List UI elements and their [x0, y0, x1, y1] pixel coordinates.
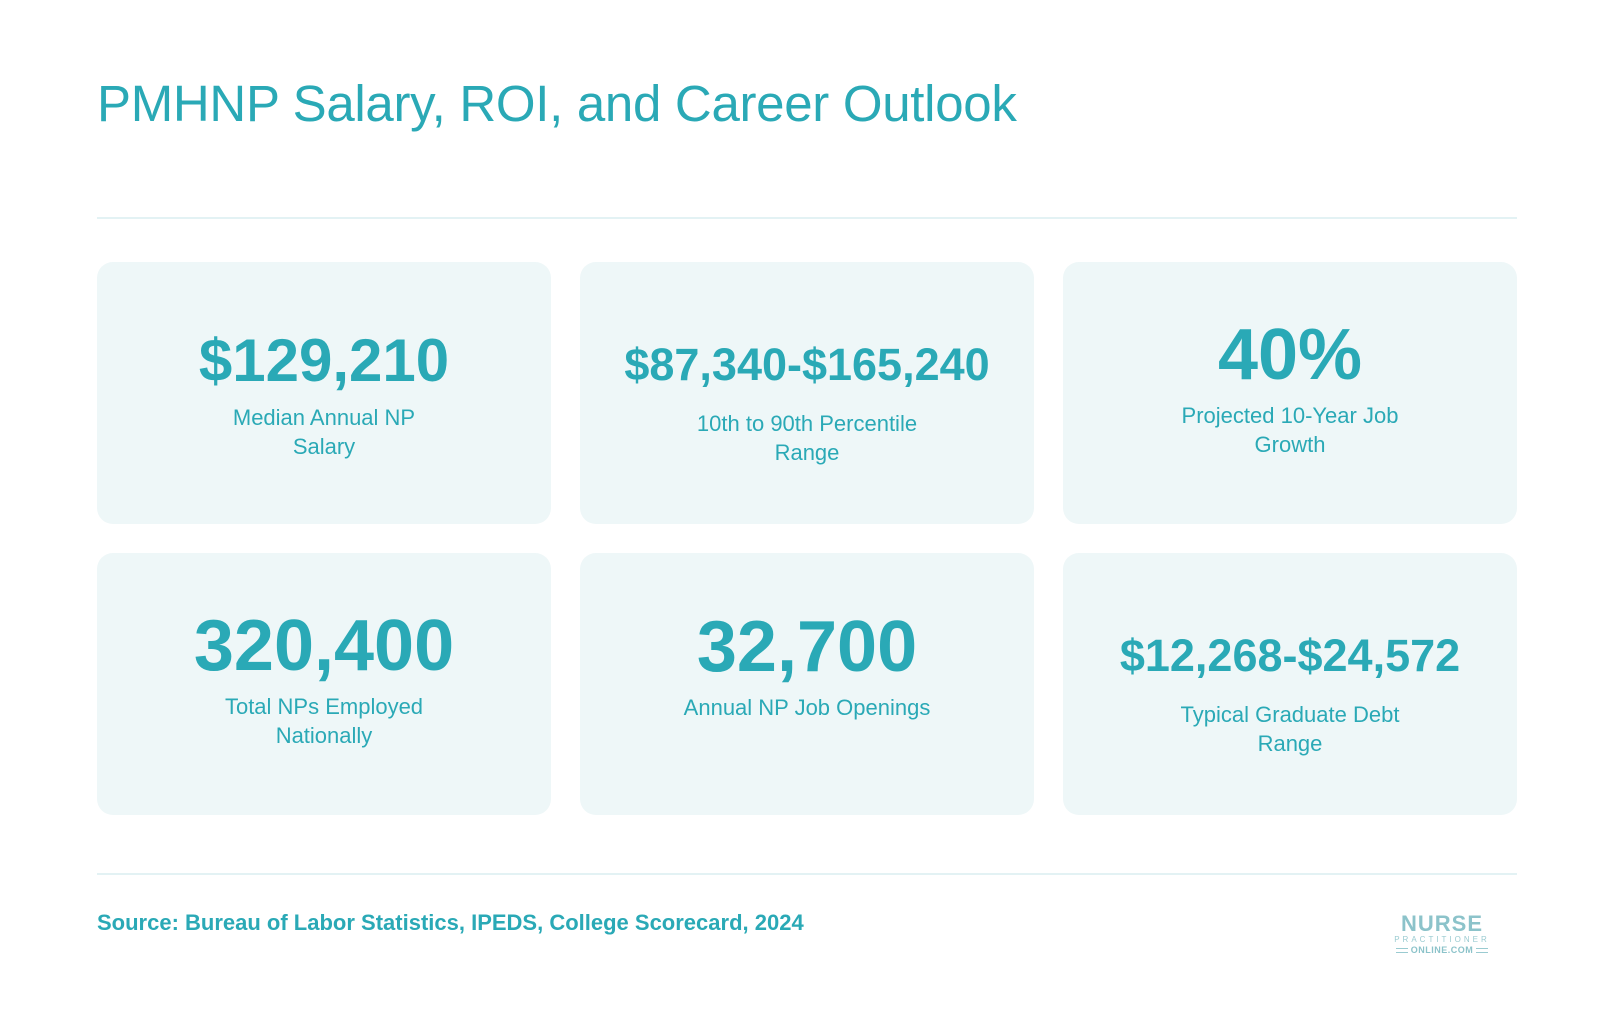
logo-line-2: PRACTITIONER	[1394, 935, 1490, 944]
stat-label: Annual NP Job Openings	[683, 694, 931, 720]
stat-label: 10th to 90th Percentile Range	[696, 410, 918, 465]
logo-right-bar	[1476, 947, 1489, 953]
stat-label: Median Annual NP Salary	[232, 405, 416, 459]
stat-card-total-employed: 320,400 Total NPs Employed Nationally	[97, 553, 551, 815]
page-title: PMHNP Salary, ROI, and Career Outlook	[97, 75, 1017, 132]
stat-card-graduate-debt: $12,268-$24,572 Typical Graduate Debt Ra…	[1063, 553, 1517, 815]
stat-label: Typical Graduate Debt Range	[1180, 701, 1400, 756]
stat-card-job-growth: 40% Projected 10-Year Job Growth	[1063, 262, 1517, 524]
source-note: Source: Bureau of Labor Statistics, IPED…	[97, 910, 804, 935]
stat-value: 40%	[1217, 315, 1363, 395]
stat-label: Projected 10-Year Job Growth	[1181, 403, 1399, 457]
stat-card-percentile-range: $87,340-$165,240 10th to 90th Percentile…	[580, 262, 1034, 524]
stat-card-median-salary: $129,210 Median Annual NP Salary	[97, 262, 551, 524]
stat-value: $87,340-$165,240	[624, 338, 990, 390]
stat-label: Total NPs Employed Nationally	[224, 694, 424, 748]
logo-line-3-wrap: ONLINE.COM	[1388, 945, 1496, 955]
top-divider	[97, 217, 1517, 219]
stats-grid: $129,210 Median Annual NP Salary $87,340…	[97, 262, 1517, 815]
logo-left-bar	[1395, 947, 1408, 953]
nurse-practitioner-online-logo: NURSE PRACTITIONER ONLINE.COM	[1388, 911, 1496, 955]
logo-line-1: NURSE	[1400, 911, 1483, 936]
stat-value: $12,268-$24,572	[1119, 629, 1461, 681]
stat-value: 320,400	[193, 606, 455, 686]
logo-line-3: ONLINE.COM	[1410, 945, 1474, 955]
stat-card-job-openings: 32,700 Annual NP Job Openings	[580, 553, 1034, 815]
bottom-divider	[97, 873, 1517, 875]
stat-value: $129,210	[198, 327, 450, 394]
stat-value: 32,700	[696, 606, 918, 687]
